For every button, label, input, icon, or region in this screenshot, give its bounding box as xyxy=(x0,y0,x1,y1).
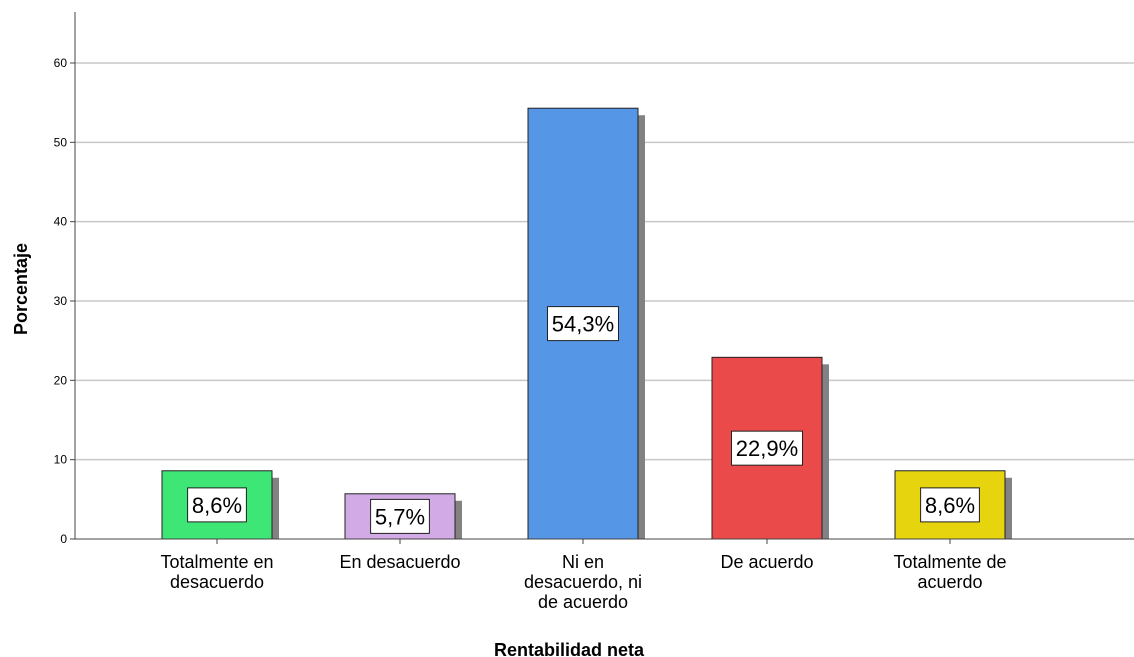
bars: 8,6% 5,7% 54,3% 22,9% 8,6% xyxy=(161,107,1012,544)
y-axis-ticks: 0 10 20 30 40 50 60 xyxy=(54,56,75,546)
data-label: 8,6% xyxy=(925,493,975,518)
x-category-label: Totalmente en desacuerdo xyxy=(160,552,273,592)
x-category-label: Totalmente de acuerdo xyxy=(893,552,1006,592)
y-tick-label: 40 xyxy=(54,215,68,229)
x-axis-title: Rentabilidad neta xyxy=(494,640,645,657)
data-label-box xyxy=(920,487,980,523)
y-axis-title: Porcentaje xyxy=(11,243,31,335)
data-label: 5,7% xyxy=(375,504,425,529)
data-label: 8,6% xyxy=(192,493,242,518)
y-tick-label: 10 xyxy=(54,453,68,467)
x-category-label: En desacuerdo xyxy=(339,552,460,572)
data-label-box xyxy=(731,430,803,466)
data-label-box xyxy=(370,498,430,534)
data-label: 54,3% xyxy=(552,312,614,337)
y-tick-label: 60 xyxy=(54,56,68,70)
x-axis-category-labels: Totalmente en desacuerdo En desacuerdo Ni e… xyxy=(160,552,1006,612)
data-label-box xyxy=(547,306,619,342)
y-tick-label: 20 xyxy=(54,373,68,387)
x-category-label: De acuerdo xyxy=(720,552,813,572)
data-label-box xyxy=(187,487,247,523)
y-tick-label: 30 xyxy=(54,294,68,308)
x-category-label: Ni en desacuerdo, ni de acuerdo xyxy=(524,552,642,612)
data-label: 22,9% xyxy=(736,436,798,461)
y-tick-label: 50 xyxy=(54,135,68,149)
y-tick-label: 0 xyxy=(60,532,67,546)
